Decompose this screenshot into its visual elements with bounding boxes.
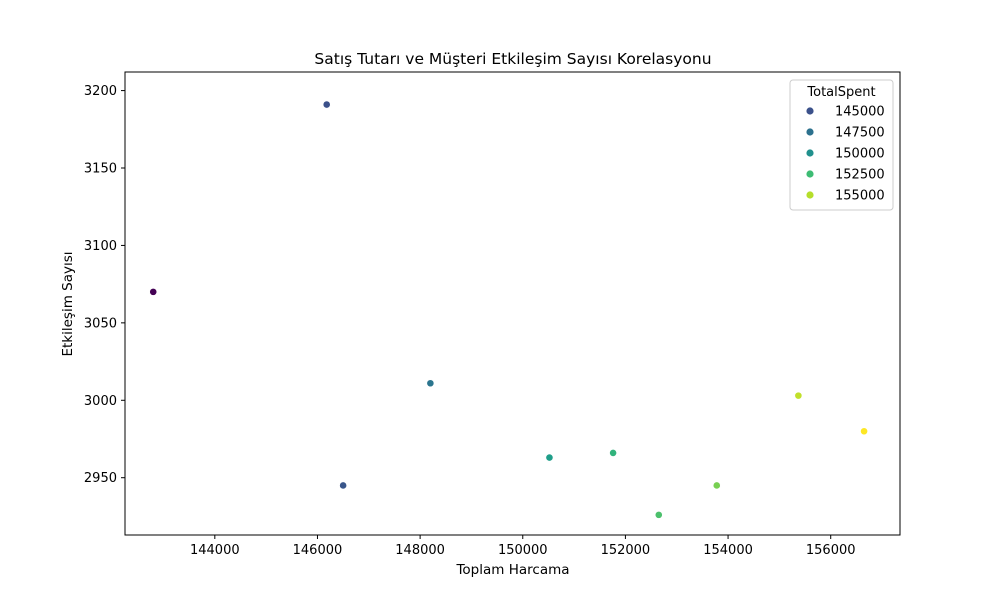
chart-title: Satış Tutarı ve Müşteri Etkileşim Sayısı… (314, 50, 711, 68)
y-tick-label: 3000 (84, 394, 117, 409)
legend-entry-label: 152500 (835, 168, 885, 183)
x-tick-label: 156000 (806, 543, 856, 558)
legend-box (789, 79, 894, 211)
y-axis: 2950 3000 3050 3100 3150 3200 (84, 84, 125, 486)
x-tick-label: 148000 (395, 543, 445, 558)
data-point (339, 481, 348, 490)
legend-entry-label: 155000 (835, 189, 885, 204)
x-tick-label: 144000 (190, 543, 240, 558)
plot-area (124, 71, 901, 536)
legend-entry-label: 145000 (835, 105, 885, 120)
x-tick-label: 154000 (703, 543, 753, 558)
y-tick-label: 3150 (84, 162, 117, 177)
x-tick-label: 146000 (293, 543, 343, 558)
plot-frame (124, 71, 901, 536)
data-point (794, 391, 803, 400)
legend-marker (806, 107, 814, 115)
legend-marker (806, 128, 814, 136)
y-axis-label: Etkileşim Sayısı (60, 251, 76, 356)
x-axis-label: Toplam Harcama (455, 562, 569, 578)
data-point (322, 100, 331, 109)
legend-marker (806, 170, 814, 178)
data-point (545, 453, 554, 462)
x-axis: 144000 146000 148000 150000 152000 154000 1560… (190, 535, 856, 558)
data-points (149, 100, 868, 519)
data-point (654, 510, 663, 519)
legend-marker (806, 149, 814, 157)
y-tick-label: 3100 (84, 239, 117, 254)
y-tick-label: 3200 (84, 84, 117, 99)
data-point (426, 379, 435, 388)
legend-title: TotalSpent (806, 85, 875, 100)
y-tick-label: 3050 (84, 316, 117, 331)
legend: TotalSpent 145000 147500 150000 152500 155000 (789, 79, 894, 211)
x-tick-label: 152000 (601, 543, 651, 558)
data-point (860, 427, 868, 436)
legend-entry-label: 147500 (835, 126, 885, 141)
data-point (609, 449, 617, 457)
data-point (712, 481, 721, 490)
y-tick-label: 2950 (84, 471, 117, 486)
legend-marker (806, 191, 814, 199)
data-point (149, 287, 158, 296)
legend-entry-label: 150000 (835, 147, 885, 162)
x-tick-label: 150000 (498, 543, 548, 558)
